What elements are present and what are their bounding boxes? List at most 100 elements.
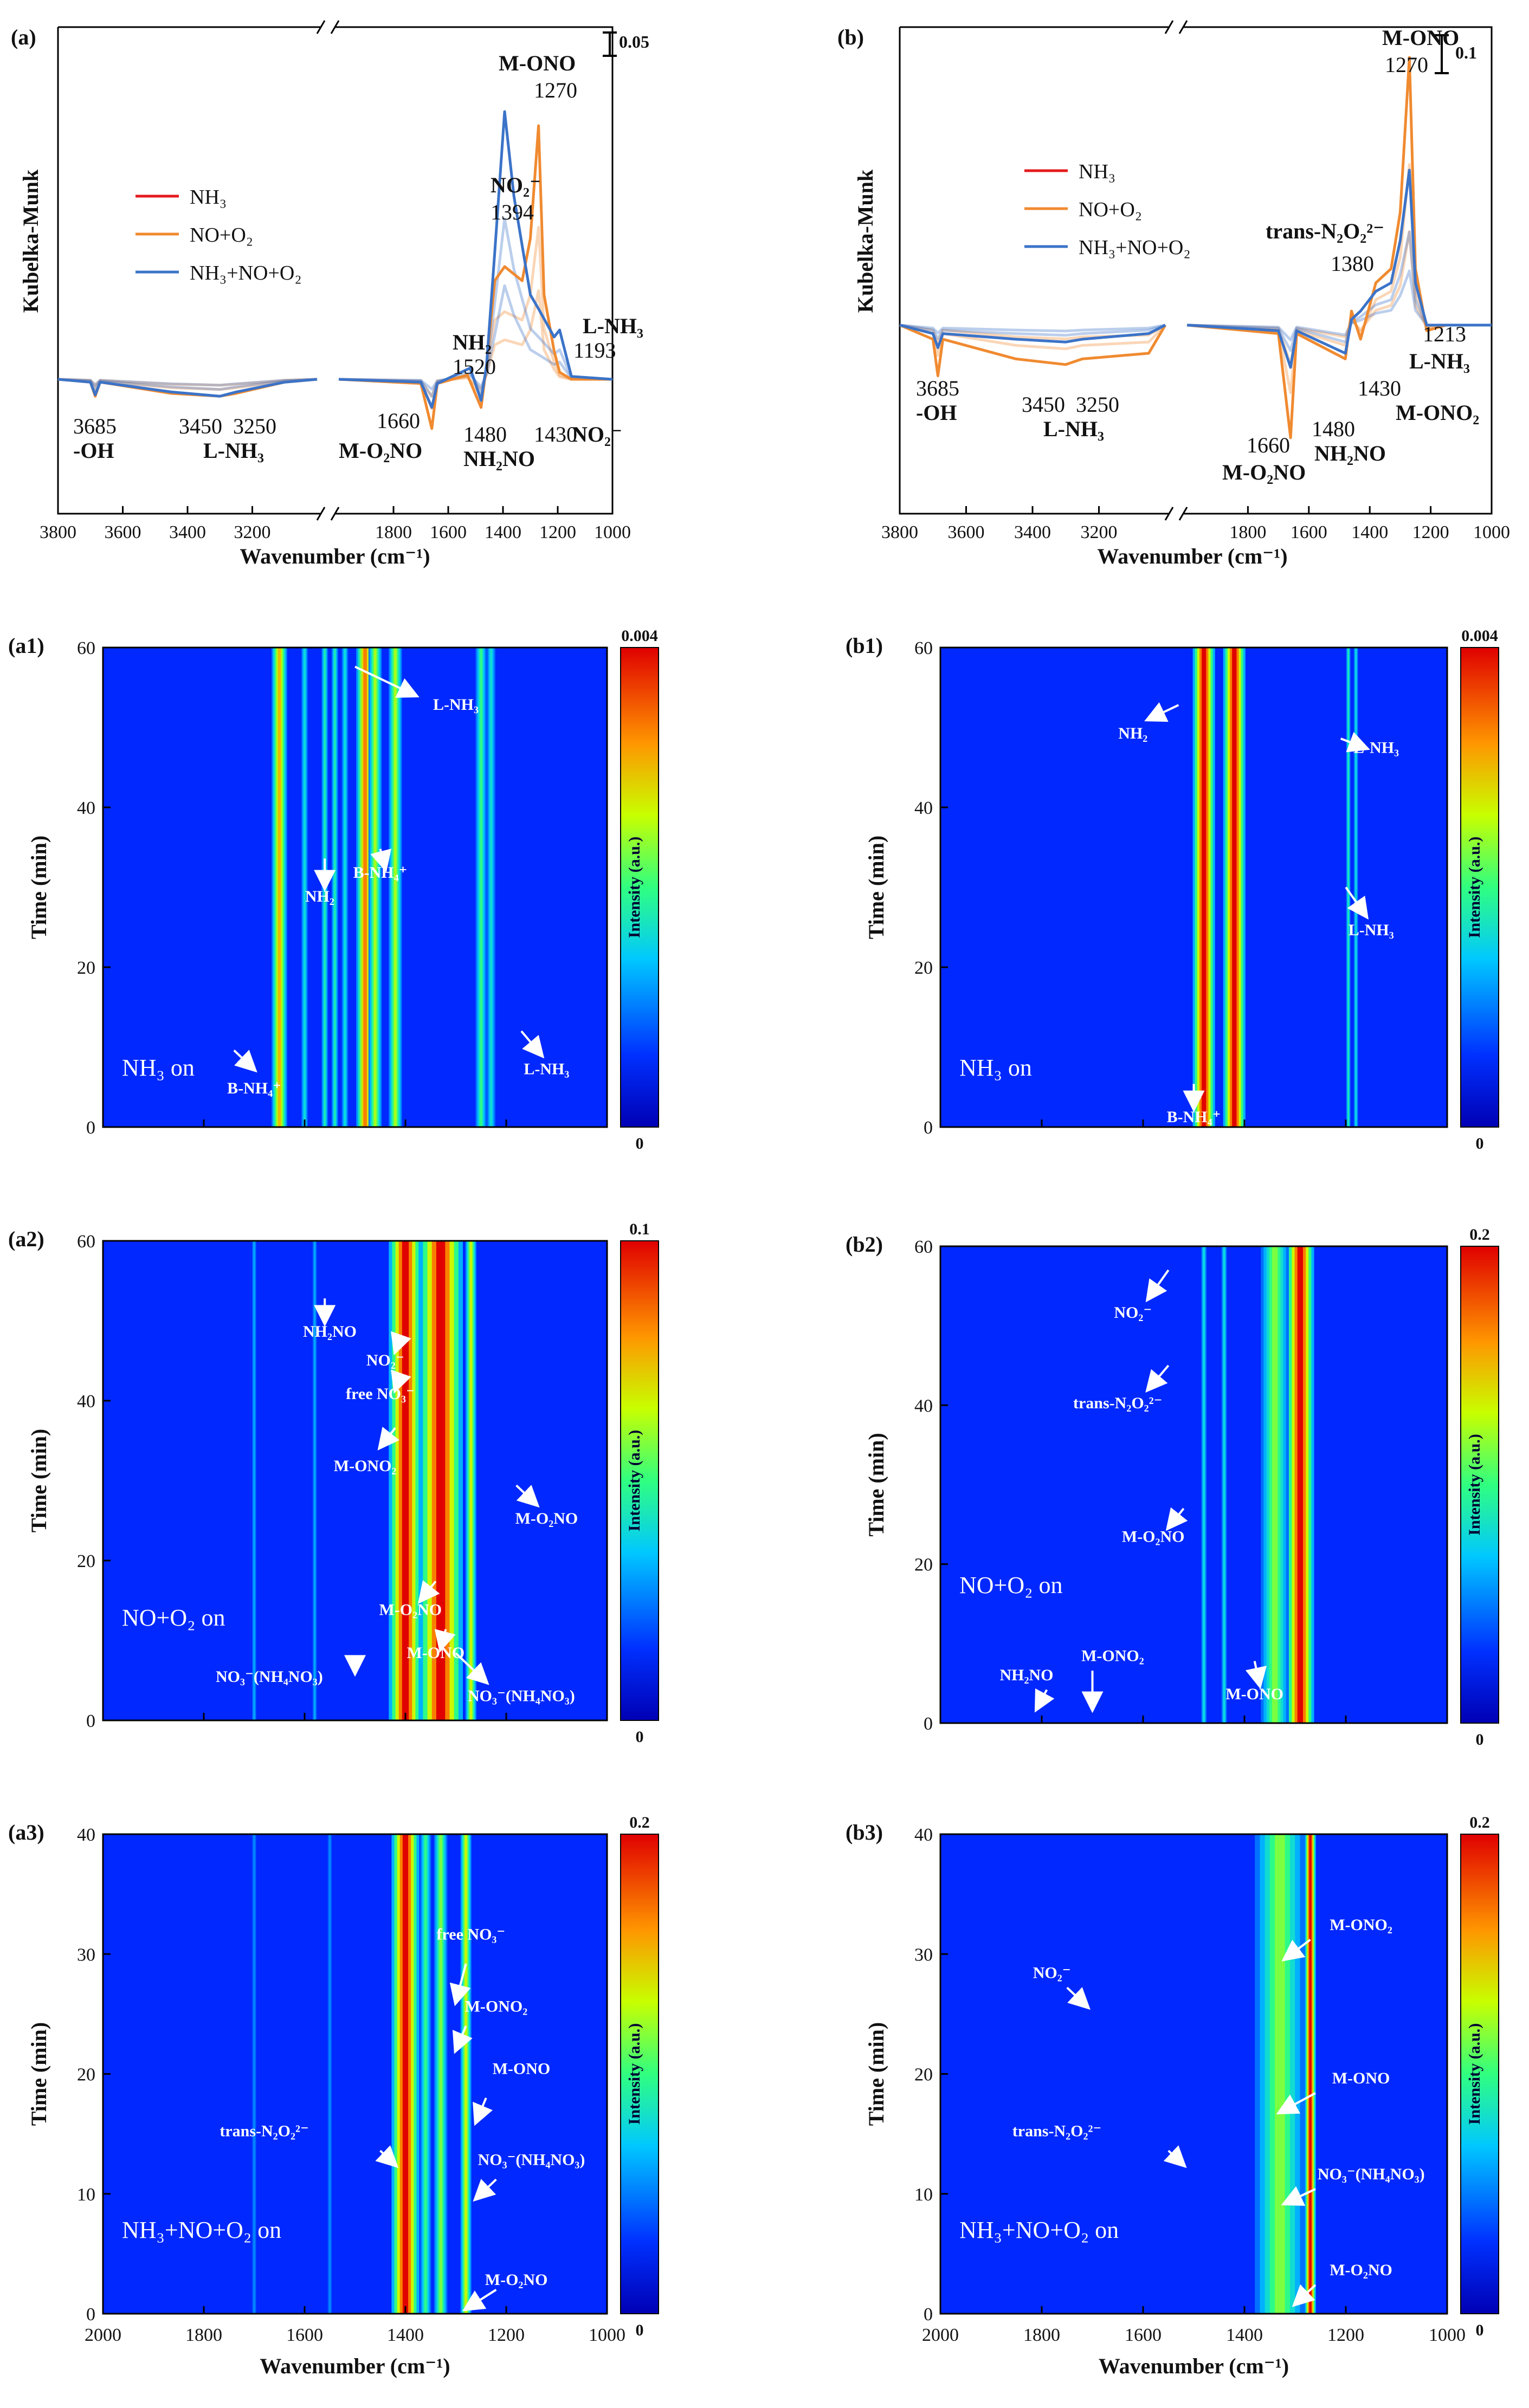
colorbar-title: Intensity (a.u.) (625, 2023, 643, 2125)
colorbar (1460, 647, 1499, 1128)
xtick-label: 1400 (387, 2325, 424, 2345)
ann-b-m-o2no: M-O₂NO (1222, 460, 1306, 484)
band-annotation: M-ONO (1225, 1685, 1283, 1703)
ann-3685: 3685 (73, 414, 117, 438)
panel-b-scale-bar: 0.1 (1435, 34, 1477, 74)
annotation-arrow (233, 1049, 257, 1073)
legend-item-no-o2: NO+O₂ (190, 224, 253, 247)
colorbar-title: Intensity (a.u.) (625, 837, 643, 938)
ytick-label: 40 (914, 1396, 933, 1416)
xtick-label: 1800 (375, 522, 412, 542)
panel-label: (a3) (8, 1820, 44, 1844)
axis-break-top-gap (320, 24, 336, 30)
band-annotation: NO₂⁻ (366, 1351, 404, 1369)
annotation-arrow (377, 1427, 400, 1451)
panel-label: (b3) (846, 1820, 883, 1844)
legend-item-nh3-no-o2: NH₃+NO+O₂ (190, 262, 302, 284)
heatmap-band (344, 648, 346, 1127)
annotation-arrow (455, 1652, 489, 1685)
heatmap-band (469, 1241, 472, 1720)
panel-b-series (899, 56, 1492, 439)
ytick-label: 20 (914, 1555, 933, 1575)
annotation-arrow (417, 1580, 440, 1604)
ytick-label: 60 (914, 638, 933, 658)
ytick-label: 10 (914, 2185, 933, 2205)
condition-label: NH₃+NO+O₂ on (122, 2217, 281, 2243)
annotation-arrow (473, 2097, 493, 2126)
heatmap-band (1347, 648, 1349, 1127)
xtick-label: 2000 (85, 2325, 121, 2345)
band-annotation: M-ONO₂ (1081, 1647, 1144, 1665)
xtick-label: 1400 (1226, 2325, 1263, 2345)
ann-m-o2no-a: M-O₂NO (339, 438, 422, 463)
ytick-label: 0 (924, 1118, 933, 1138)
ytick-label: 30 (914, 1945, 933, 1965)
ytick-label: 0 (924, 1714, 933, 1734)
ann-b-nh2no: NH₂NO (1314, 441, 1386, 465)
heatmap-band (1297, 1246, 1303, 1723)
panel-b-ylabel: Kubelka-Munk (853, 169, 878, 313)
xtick-label: 3600 (948, 522, 985, 542)
legend-item-nh3-no-o2-b: NH₃+NO+O₂ (1079, 236, 1191, 259)
panel-label: (a1) (8, 633, 44, 658)
axis-break-bottom-gap (320, 510, 336, 517)
panel-a-xticks: 3800 3600 3400 3200 1800 1600 1400 1200 1000 (40, 20, 631, 542)
axis-break-mark (316, 507, 326, 521)
annotation-arrow (449, 1963, 471, 2006)
condition-label: NH₃ on (122, 1054, 195, 1081)
ann-b-1660: 1660 (1247, 433, 1290, 457)
annotation-arrow (1245, 1661, 1267, 1690)
ann-b-m-ono: M-ONO (1382, 25, 1459, 50)
xtick-label: 1800 (1229, 522, 1266, 542)
colorbar-min: 0 (1476, 1135, 1484, 1153)
annotation-arrow (1145, 1269, 1170, 1303)
colorbar (620, 647, 659, 1128)
colorbar-max: 0.1 (629, 1220, 650, 1238)
colorbar-min: 0 (1476, 1731, 1484, 1749)
panel-a: (a) Kubelka-Munk 3800 3600 3400 3200 1800 160… (11, 20, 649, 568)
band-annotation: L-NH₃ (1353, 739, 1399, 757)
colorbar-title: Intensity (a.u.) (1466, 1434, 1483, 1536)
xtick-label: 2000 (922, 2325, 959, 2345)
ann-b-m-ono2: M-ONO₂ (1396, 400, 1479, 425)
xtick-label: 3200 (234, 522, 271, 542)
band-annotation: NO₃⁻(NH₄NO₃) (468, 1687, 575, 1705)
panel-b2: (b2) Time (min) 0 20 40 60 0.2 0 Intensity (a.u.… (846, 1226, 1499, 1749)
colorbar-max: 0.2 (1469, 1226, 1490, 1244)
annotation-arrow (370, 849, 392, 872)
heatmap-background (940, 1246, 1447, 1723)
annotation-arrow (1165, 1507, 1188, 1531)
heatmap-band (1202, 648, 1207, 1127)
ann-oh: -OH (73, 438, 114, 463)
band-annotation: M-O₂NO (1122, 1528, 1185, 1546)
ytick-label: 10 (77, 2185, 95, 2205)
ann-b-l-nh3: L-NH₃ (1043, 417, 1104, 441)
heatmap-band (278, 648, 281, 1127)
y-axis-title: Time (min) (864, 2022, 888, 2126)
band-annotation: NO₃⁻(NH₄NO₃) (216, 1668, 323, 1686)
colorbar-min: 0 (636, 1135, 644, 1153)
annotation-arrow (515, 1484, 540, 1508)
legend-item-nh3: NH₃ (190, 186, 227, 209)
ann-nh2-a: NH₂ (453, 330, 492, 354)
band-annotation: B-NH₄⁺ (353, 864, 408, 882)
plot-frame (102, 1240, 608, 1721)
axis-break-mark (316, 20, 326, 34)
band-annotation: M-ONO (407, 1644, 464, 1662)
annotation-arrow (375, 2145, 399, 2169)
ann-b-3250: 3250 (1076, 392, 1119, 417)
ann-no2-minus-low: NO₂⁻ (572, 422, 622, 446)
ann-1193: 1193 (573, 338, 616, 363)
heatmap-band (480, 648, 482, 1127)
xtick-label: 1600 (1125, 2325, 1162, 2345)
axis-break-mark (330, 507, 340, 521)
series-ghost-trace (57, 378, 318, 387)
heatmap-band (314, 1241, 315, 1720)
condition-label: NH₃+NO+O₂ on (959, 2217, 1119, 2243)
heatmap-band (402, 1241, 409, 1720)
heatmap-band (1232, 648, 1237, 1127)
band-annotation: trans-N₂O₂²⁻ (220, 2122, 308, 2140)
annotation-arrow (1292, 2284, 1317, 2307)
series-line (338, 110, 613, 409)
annotation-arrow (520, 1030, 545, 1059)
